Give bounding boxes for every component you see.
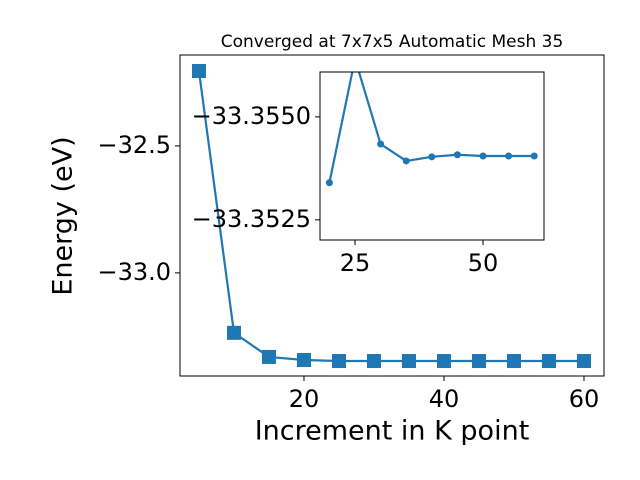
y-tick-label: −33.3525 <box>192 205 311 233</box>
marker <box>377 140 385 148</box>
x-tick-label: 25 <box>340 249 371 277</box>
marker <box>402 157 410 165</box>
marker <box>226 325 241 340</box>
marker <box>261 349 276 364</box>
marker <box>505 152 513 160</box>
y-axis-label: Energy (eV) <box>48 136 79 295</box>
marker <box>191 63 206 78</box>
axes-frame <box>179 54 605 377</box>
x-tick-label: 20 <box>289 385 320 413</box>
marker <box>576 354 591 369</box>
marker <box>541 354 556 369</box>
y-tick-label: −33.3550 <box>192 102 311 130</box>
plot-clip <box>325 72 538 187</box>
marker <box>530 152 538 160</box>
marker <box>296 353 311 368</box>
marker <box>436 354 451 369</box>
marker <box>506 354 521 369</box>
y-tick-label: −32.5 <box>97 131 171 159</box>
marker <box>471 354 486 369</box>
marker <box>331 354 346 369</box>
plot-clip <box>191 63 591 369</box>
marker <box>428 153 436 161</box>
x-tick-label: 50 <box>468 249 499 277</box>
x-tick-label: 60 <box>569 385 600 413</box>
x-tick-label: 40 <box>429 385 460 413</box>
chart-title: Converged at 7x7x5 Automatic Mesh 35 <box>221 32 564 52</box>
marker <box>325 179 333 187</box>
axes-frame <box>319 71 545 241</box>
marker <box>479 152 487 160</box>
marker <box>401 354 416 369</box>
y-tick-label: −33.0 <box>97 258 171 286</box>
x-axis-label: Increment in K point <box>255 416 530 447</box>
marker <box>366 354 381 369</box>
marker <box>453 151 461 159</box>
